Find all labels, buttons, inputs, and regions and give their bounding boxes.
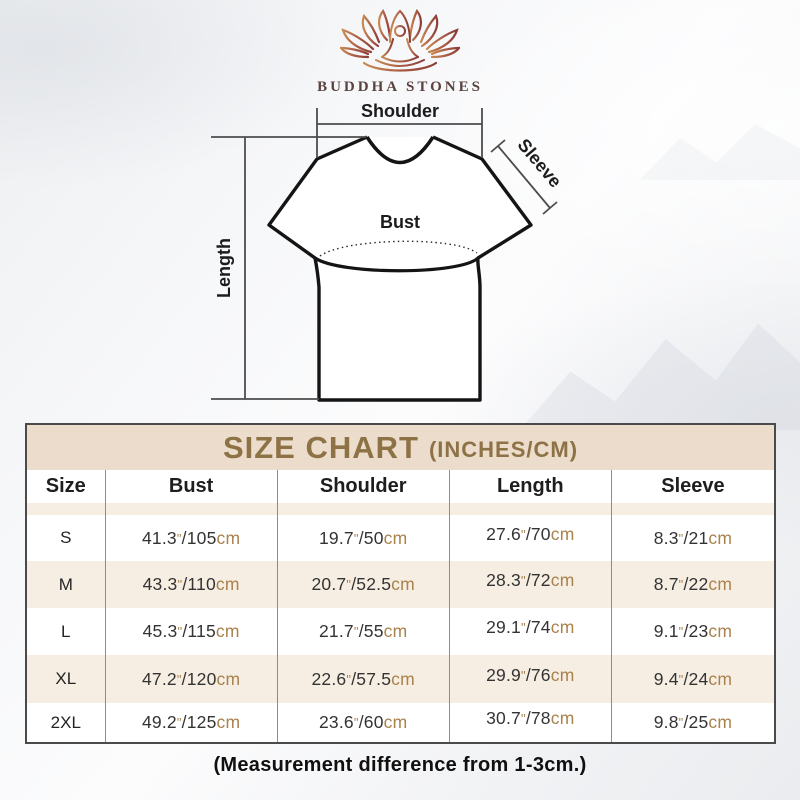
column-header-sleeve: Sleeve bbox=[661, 475, 725, 498]
table-row: L 45.3 "/115 cm 21.7 "/55 cm 29.1 "/74 cm 9.1 "/23 c… bbox=[27, 608, 774, 655]
size-cell: L bbox=[27, 608, 106, 655]
measurement-cell: 41.3 "/105 cm bbox=[106, 515, 278, 561]
shoulder-label: Shoulder bbox=[361, 101, 439, 121]
size-chart-units: (INCHES/CM) bbox=[428, 436, 579, 462]
measurement-cell: 23.6 "/60 cm bbox=[278, 703, 450, 742]
measurement-lines bbox=[211, 108, 558, 400]
sleeve-label: Sleeve bbox=[514, 135, 566, 192]
background-mountain bbox=[640, 124, 800, 180]
brand-logo: BUDDHA STONES bbox=[0, 4, 800, 96]
size-chart-title: SIZE CHART bbox=[222, 429, 419, 465]
table-row: M 43.3 "/110 cm 20.7 "/52.5 cm 28.3 "/72 cm 8.7 "/2… bbox=[27, 561, 774, 608]
measurement-cell: 20.7 "/52.5 cm bbox=[278, 561, 450, 608]
column-header-length: Length bbox=[450, 470, 612, 504]
measurement-cell: 28.3 "/72 cm bbox=[450, 561, 612, 608]
column-header-size: Size bbox=[27, 470, 106, 504]
measurement-cell: 30.7 "/78 cm bbox=[450, 703, 612, 742]
size-cell: M bbox=[27, 561, 106, 608]
table-row: S 41.3 "/105 cm 19.7 "/50 cm 27.6 "/70 cm 8.3 "/21 c… bbox=[27, 515, 774, 561]
size-chart-title-bar: SIZE CHART (INCHES/CM) bbox=[27, 425, 774, 470]
table-row: 2XL 49.2 "/125 cm 23.6 "/60 cm 30.7 "/78 cm 9.8 "/2… bbox=[27, 703, 774, 742]
size-chart-table: SIZE CHART (INCHES/CM) Size Bust Shoulde… bbox=[25, 423, 776, 744]
measurement-cell: 47.2 "/120 cm bbox=[106, 655, 278, 703]
measurement-cell: 27.6 "/70 cm bbox=[450, 515, 612, 561]
bust-label: Bust bbox=[380, 212, 420, 232]
measurement-cell: 9.8 "/25 cm bbox=[653, 712, 733, 732]
measurement-cell: 45.3 "/115 cm bbox=[106, 608, 278, 655]
measurement-cell: 8.7 "/22 cm bbox=[653, 574, 733, 594]
size-cell: 2XL bbox=[27, 703, 106, 742]
header-divider-strip bbox=[27, 503, 774, 515]
size-table-body: S 41.3 "/105 cm 19.7 "/50 cm 27.6 "/70 cm 8.3 "/21 c… bbox=[27, 515, 774, 742]
lotus-meditation-icon bbox=[340, 8, 460, 72]
measurement-cell: 22.6 "/57.5 cm bbox=[278, 655, 450, 703]
measurement-cell: 19.7 "/50 cm bbox=[278, 515, 450, 561]
measurement-cell: 9.1 "/23 cm bbox=[653, 621, 733, 641]
tshirt-outline bbox=[267, 135, 533, 402]
brand-name: BUDDHA STONES bbox=[317, 79, 483, 95]
column-header-shoulder: Shoulder bbox=[278, 470, 450, 504]
measurement-cell: 8.3 "/21 cm bbox=[653, 527, 733, 548]
measurement-cell: 29.9 "/76 cm bbox=[450, 655, 612, 703]
table-header-row: Size Bust Shoulder Length Sleeve bbox=[27, 470, 774, 504]
table-row: XL 47.2 "/120 cm 22.6 "/57.5 cm 29.9 "/76 cm 9.4 " /… bbox=[27, 655, 774, 703]
column-header-bust: Bust bbox=[106, 470, 278, 504]
measurement-cell: 21.7 "/55 cm bbox=[278, 608, 450, 655]
length-label: Length bbox=[214, 238, 234, 298]
measurement-cell: 29.1 "/74 cm bbox=[450, 608, 612, 655]
measurement-note: (Measurement difference from 1-3cm.) bbox=[213, 754, 587, 776]
measurement-cell: 49.2 "/125 cm bbox=[106, 703, 278, 742]
measurement-cell: 9.4 "/24 cm bbox=[653, 668, 733, 689]
size-cell: S bbox=[27, 515, 106, 561]
tshirt-measurement-diagram: Shoulder Bust Length Sleeve bbox=[211, 101, 566, 402]
size-cell: XL bbox=[27, 655, 106, 703]
measurement-cell: 43.3 "/110 cm bbox=[106, 561, 278, 608]
